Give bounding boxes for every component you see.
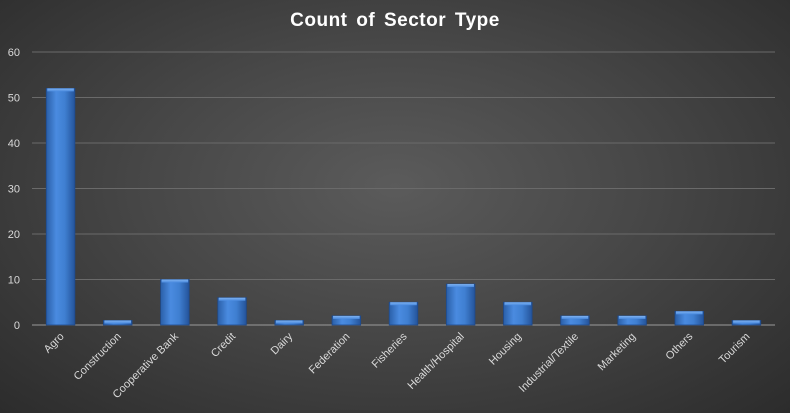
bar-cap: [47, 88, 74, 92]
bar-marketing: [617, 315, 647, 326]
y-tick-label: 0: [14, 320, 20, 332]
x-tick-label: Dairy: [269, 330, 296, 357]
bar-fisheries: [388, 301, 419, 326]
bar: [388, 301, 419, 326]
x-tick-label: Health/Hospital: [406, 331, 467, 392]
bar-cap: [104, 320, 132, 324]
y-tick-label: 30: [8, 184, 20, 196]
x-tick-label: Construction: [72, 331, 124, 383]
bar-credit: [217, 297, 247, 326]
bar-construction: [103, 320, 133, 326]
bar-tourism: [731, 320, 762, 326]
bar-cap: [618, 315, 646, 319]
bar-cap: [561, 315, 589, 319]
bar: [445, 283, 476, 326]
bar-housing: [503, 301, 533, 326]
bar-cap: [447, 284, 474, 288]
x-tick-label: Industrial/Textile: [517, 331, 581, 395]
bar: [217, 297, 247, 326]
y-tick-label: 20: [8, 229, 20, 241]
bar-industrial-textile: [560, 315, 590, 326]
y-tick-label: 60: [8, 47, 20, 59]
bar-federation: [331, 315, 362, 326]
chart-title: Count of Sector Type: [290, 10, 500, 31]
bar-cap: [333, 315, 360, 319]
x-tick-label: Marketing: [596, 331, 639, 374]
bar: [160, 279, 190, 326]
bar: [503, 301, 533, 326]
x-tick-label: Housing: [487, 331, 524, 368]
bar-others: [674, 310, 704, 326]
x-tick-label: Tourism: [717, 331, 753, 367]
y-tick-label: 40: [8, 138, 20, 150]
bar-cap: [504, 302, 532, 306]
bar-dairy: [274, 320, 304, 326]
bar-health-hospital: [445, 283, 476, 326]
bar-agro: [45, 88, 76, 326]
x-tick-label: Fisheries: [370, 330, 410, 370]
bar-cooperative-bank: [160, 279, 190, 326]
x-tick-label: Agro: [42, 331, 67, 356]
bar-cap: [218, 297, 246, 301]
x-tick-label: Federation: [307, 331, 353, 377]
x-tick-label: Credit: [209, 331, 238, 360]
bar: [45, 88, 76, 326]
y-tick-label: 50: [8, 93, 20, 105]
x-tick-label: Others: [664, 330, 696, 362]
bar-cap: [733, 320, 760, 324]
bar-cap: [161, 279, 189, 283]
bar-cap: [275, 320, 303, 324]
y-tick-label: 10: [8, 275, 20, 287]
bar-cap: [675, 311, 703, 315]
bar-cap: [390, 302, 417, 306]
